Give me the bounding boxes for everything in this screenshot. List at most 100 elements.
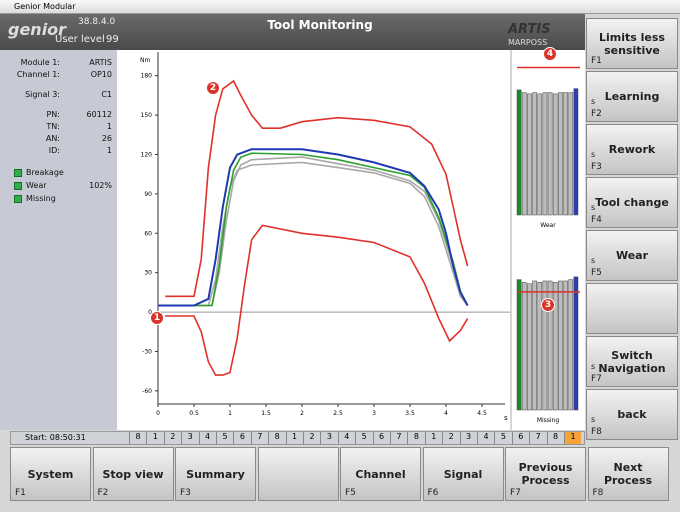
side-button[interactable]: Rework s F3 (586, 124, 678, 175)
button-key: F6 (427, 488, 439, 498)
series-line (194, 161, 469, 307)
timeline-step[interactable]: 1 (146, 432, 163, 444)
timeline-step[interactable]: 2 (163, 432, 181, 444)
y-tick-label: -30 (142, 348, 152, 355)
button-key: F7 (591, 374, 602, 384)
timeline-step[interactable]: 3 (181, 432, 198, 444)
button-key: F1 (591, 56, 602, 66)
button-prefix: s (591, 96, 596, 106)
button-key: F7 (510, 488, 521, 498)
marker: 1 (150, 311, 164, 325)
timeline-step[interactable]: 7 (390, 432, 407, 444)
info-value: 1 (106, 122, 112, 131)
series-line (194, 156, 469, 307)
timeline-step[interactable]: 4 (477, 432, 494, 444)
side-button[interactable]: Tool change s F4 (586, 177, 678, 228)
mini-bar (552, 93, 558, 216)
button-label: Switch Navigation (598, 348, 666, 375)
header: genior 38.8.4.0 User level 99 Tool Monit… (0, 14, 585, 50)
button-key: F1 (15, 488, 26, 498)
timeline-step[interactable]: 8 (407, 432, 424, 444)
button-label: Stop view (102, 467, 164, 481)
timeline-step[interactable]: 3 (320, 432, 337, 444)
button-label: Summary (186, 467, 245, 481)
side-button[interactable]: back s F8 (586, 389, 678, 440)
side-button[interactable]: Limits less sensitive F1 (586, 18, 678, 69)
series-line (158, 148, 469, 307)
timeline-step[interactable]: 6 (511, 432, 529, 444)
timeline-step[interactable]: 5 (355, 432, 372, 444)
button-prefix: s (591, 149, 596, 159)
timeline-step[interactable]: 6 (233, 432, 250, 444)
timeline-step[interactable]: 3 (459, 432, 477, 444)
x-tick-label: 0 (156, 410, 160, 417)
button-label: Rework (608, 143, 656, 156)
button-prefix: s (591, 202, 596, 212)
timeline-step[interactable]: 4 (198, 432, 216, 444)
timeline-step[interactable]: 6 (372, 432, 390, 444)
start-time: Start: 08:50:31 (25, 433, 86, 442)
bottom-button[interactable]: Signal F6 (422, 447, 504, 501)
bottom-button[interactable] (257, 447, 339, 501)
button-key: F4 (591, 215, 602, 225)
info-value: C1 (101, 90, 112, 99)
timeline-step[interactable]: 2 (442, 432, 459, 444)
timeline-step[interactable]: 5 (216, 432, 233, 444)
mini-bar (547, 280, 553, 411)
y-tick-label: 60 (144, 230, 152, 237)
side-button[interactable]: Wear s F5 (586, 230, 678, 281)
bottom-button[interactable]: Summary F3 (175, 447, 256, 501)
button-key: F3 (180, 488, 191, 498)
timeline-step[interactable]: 4 (337, 432, 355, 444)
button-label: Channel (355, 467, 406, 481)
info-label: Module 1: (20, 58, 60, 67)
mini-label: Missing (537, 417, 560, 424)
button-label: Limits less sensitive (599, 30, 665, 57)
brand: ARTIS (508, 22, 551, 37)
timeline-step[interactable]: 8 (546, 432, 564, 444)
y-tick-label: 30 (144, 270, 152, 277)
info-label: Signal 3: (25, 90, 60, 99)
info-label: TN: (46, 122, 60, 131)
y-tick-label: -60 (142, 388, 152, 395)
status-led (14, 195, 22, 203)
timeline-step[interactable]: 7 (250, 432, 268, 444)
timeline-step[interactable]: 2 (303, 432, 320, 444)
timeline-step[interactable]: 5 (494, 432, 511, 444)
bottom-button[interactable]: Next Process F8 (587, 447, 669, 501)
y-tick-label: 180 (141, 73, 153, 80)
button-label: Next Process (603, 461, 653, 487)
info-label: AN: (45, 134, 60, 143)
button-key: F8 (591, 427, 602, 437)
side-button[interactable]: Switch Navigation s F7 (586, 336, 678, 387)
side-button[interactable]: Learning s F2 (586, 71, 678, 122)
mini-bar (542, 280, 548, 411)
version: 38.8.4.0 (78, 17, 116, 27)
info-panel: Module 1: ARTIS Channel 1: OP10 Signal 3: C1 P… (0, 50, 117, 430)
bottom-button[interactable]: Channel F5 (340, 447, 421, 501)
x-tick-label: 4.5 (477, 410, 487, 417)
timeline-step[interactable]: 8 (129, 432, 146, 444)
timeline-step[interactable]: 1 (285, 432, 303, 444)
timeline-step[interactable]: 7 (529, 432, 546, 444)
x-tick-label: 2 (300, 410, 304, 417)
logo: genior (8, 20, 67, 39)
mini-bar (516, 89, 522, 216)
mini-charts: Wear Missing (512, 50, 585, 430)
button-key: F5 (345, 488, 356, 498)
series-line (194, 152, 469, 307)
timeline-step[interactable]: 1 (424, 432, 442, 444)
timeline-step[interactable]: 1 (564, 432, 581, 444)
bottom-button[interactable]: Stop view F2 (92, 447, 174, 501)
x-tick-label: 2.5 (333, 410, 343, 417)
mini-bar (573, 88, 579, 216)
y-tick-label: 90 (144, 191, 152, 198)
bottom-button[interactable]: System F1 (10, 447, 91, 501)
screen-title: Tool Monitoring (267, 18, 373, 32)
timeline-step[interactable]: 8 (268, 432, 285, 444)
info-label: ID: (48, 146, 60, 155)
button-prefix: s (591, 414, 596, 424)
bottom-button[interactable]: Previous Process F7 (505, 447, 586, 501)
side-button[interactable] (586, 283, 678, 334)
marker: 3 (541, 298, 555, 312)
